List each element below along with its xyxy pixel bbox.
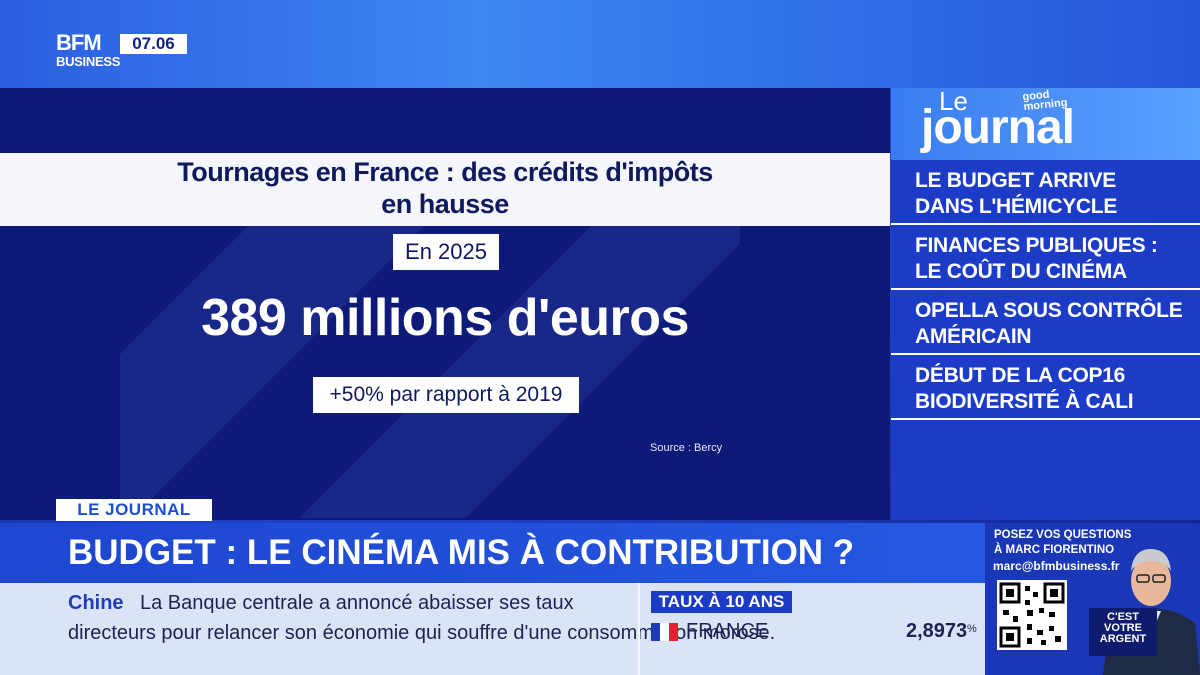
panel-title-line1: Tournages en France : des crédits d'impô… bbox=[177, 157, 713, 187]
headline-text: BUDGET : LE CINÉMA MIS À CONTRIBUTION ? bbox=[68, 533, 855, 572]
promo-line1: POSEZ VOS QUESTIONS bbox=[994, 529, 1132, 541]
sidebar-item-line1: LE BUDGET ARRIVE bbox=[915, 169, 1116, 192]
comparison-badge: +50% par rapport à 2019 bbox=[313, 377, 579, 413]
main-panel: Tournages en France : des crédits d'impô… bbox=[0, 88, 890, 520]
sidebar-item-line1: DÉBUT DE LA COP16 bbox=[915, 364, 1125, 387]
brand-good-morning: good morning bbox=[1022, 88, 1068, 114]
promo-line2: À MARC FIORENTINO bbox=[994, 544, 1115, 556]
sidebar-item-finances[interactable]: FINANCES PUBLIQUES : LE COÛT DU CINÉMA bbox=[891, 227, 1200, 290]
logo-bfm-text: BFM bbox=[56, 30, 102, 55]
promo-box: POSEZ VOS QUESTIONS À MARC FIORENTINO ma… bbox=[985, 523, 1200, 675]
panel-title: Tournages en France : des crédits d'impô… bbox=[0, 153, 890, 226]
sidebar-item-cop16[interactable]: DÉBUT DE LA COP16 BIODIVERSITÉ À CALI bbox=[891, 357, 1200, 420]
rate-value: 2,8973 bbox=[906, 620, 968, 642]
qr-code-icon[interactable] bbox=[997, 580, 1067, 650]
ticker-line1: La Banque centrale a annoncé abaisser se… bbox=[140, 592, 574, 614]
sidebar-item-line2: BIODIVERSITÉ À CALI bbox=[915, 390, 1134, 413]
section-tag: LE JOURNAL bbox=[56, 499, 212, 521]
ticker-divider bbox=[638, 583, 640, 675]
show-line3: ARGENT bbox=[1099, 633, 1147, 645]
show-badge: C'EST VOTRE ARGENT bbox=[1089, 608, 1157, 656]
clock: 07.06 bbox=[120, 34, 187, 54]
show-line1: C'EST bbox=[1107, 611, 1139, 623]
rate-unit: % bbox=[967, 623, 977, 635]
france-flag-icon bbox=[651, 623, 678, 641]
promo-email[interactable]: marc@bfmbusiness.fr bbox=[993, 559, 1120, 573]
headline-band: BUDGET : LE CINÉMA MIS À CONTRIBUTION ? bbox=[0, 523, 985, 583]
sidebar-item-line2: DANS L'HÉMICYCLE bbox=[915, 195, 1118, 218]
ticker-line2: directeurs pour relancer son économie qu… bbox=[68, 622, 776, 644]
journal-sidebar: Le journal good morning LE BUDGET ARRIVE… bbox=[891, 86, 1200, 520]
brand-le: Le bbox=[939, 86, 968, 116]
sidebar-item-line2: AMÉRICAIN bbox=[915, 325, 1032, 348]
ticker-country: Chine bbox=[68, 592, 124, 614]
sidebar-item-budget[interactable]: LE BUDGET ARRIVE DANS L'HÉMICYCLE bbox=[891, 162, 1200, 225]
journal-brand: Le journal good morning bbox=[891, 86, 1200, 160]
logo-business-text: BUSINESS bbox=[56, 54, 121, 69]
rate-label: TAUX À 10 ANS bbox=[651, 591, 792, 613]
brand-journal: journal bbox=[921, 101, 1075, 154]
year-badge: En 2025 bbox=[393, 234, 499, 270]
sidebar-item-line1: OPELLA SOUS CONTRÔLE bbox=[915, 299, 1183, 322]
channel-logo: BFM BUSINESS bbox=[56, 30, 121, 69]
rate-country: FRANCE bbox=[686, 620, 769, 642]
show-line2: VOTRE bbox=[1104, 622, 1142, 634]
amount-figure: 389 millions d'euros bbox=[201, 289, 689, 347]
sidebar-item-opella[interactable]: OPELLA SOUS CONTRÔLE AMÉRICAIN bbox=[891, 292, 1200, 355]
sidebar-item-line1: FINANCES PUBLIQUES : bbox=[915, 234, 1158, 257]
panel-title-line2: en hausse bbox=[381, 189, 509, 219]
news-ticker: Chine La Banque centrale a annoncé abais… bbox=[0, 583, 985, 675]
source-note: Source : Bercy bbox=[650, 442, 723, 454]
top-banner bbox=[0, 0, 1200, 88]
sidebar-item-line2: LE COÛT DU CINÉMA bbox=[915, 260, 1127, 283]
